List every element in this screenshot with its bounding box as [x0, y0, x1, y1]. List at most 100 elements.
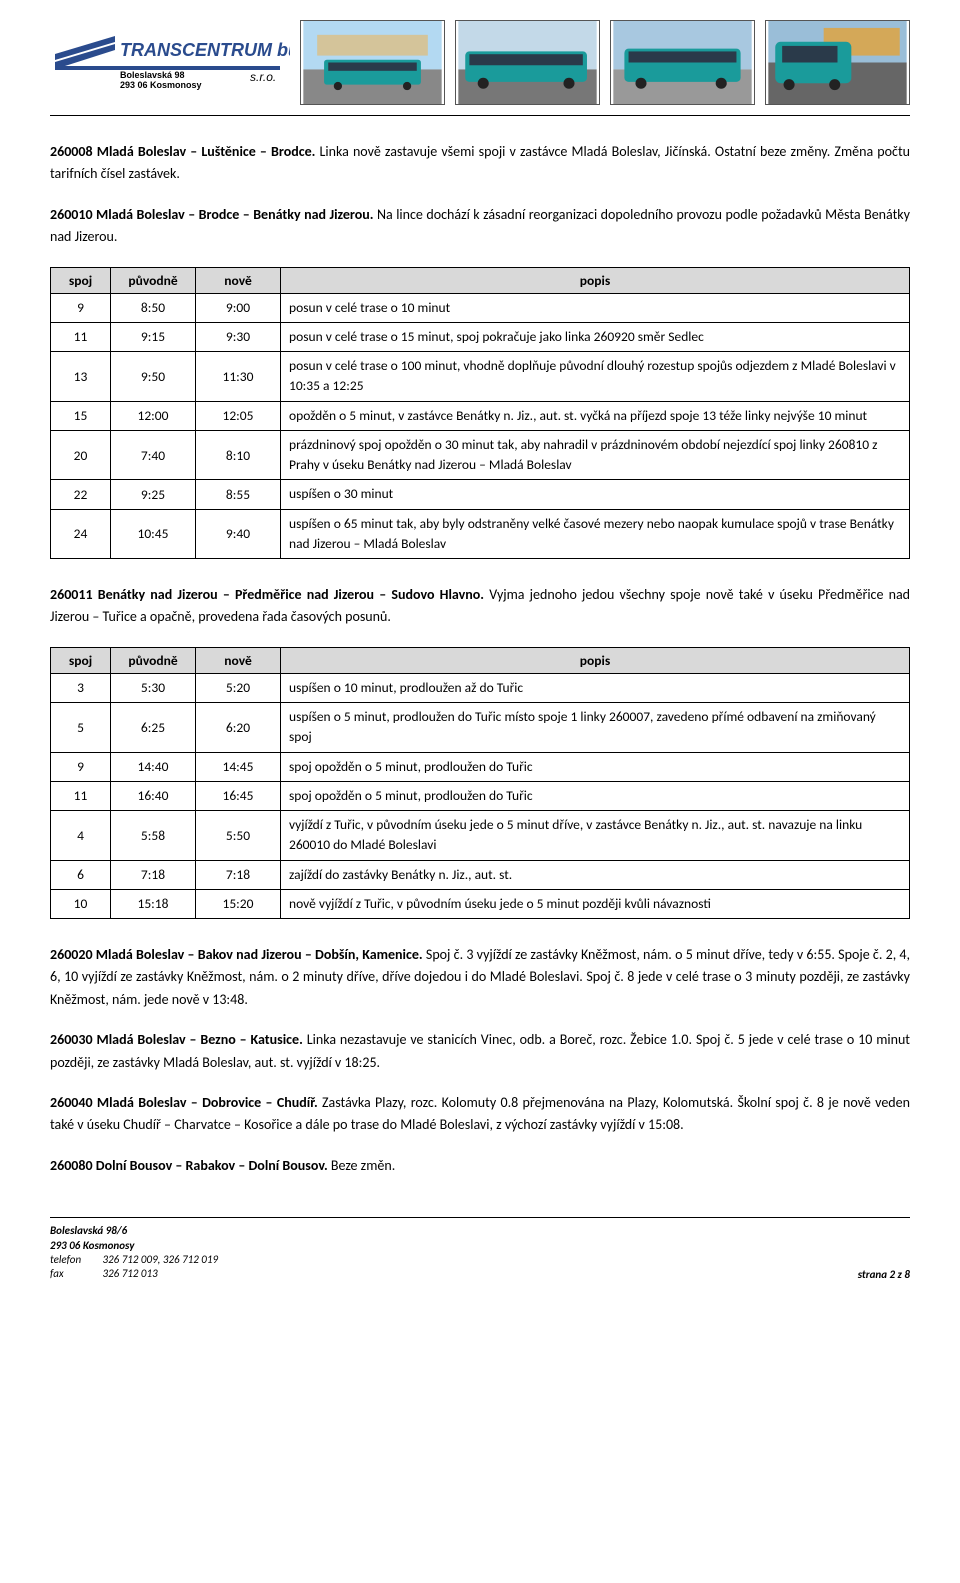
- footer-addr1: Boleslavská 98/6: [50, 1224, 218, 1238]
- cell-n: 15:20: [196, 889, 281, 918]
- table-row: 139:5011:30posun v celé trase o 100 minu…: [51, 352, 910, 402]
- cell-popis: uspíšen o 5 minut, prodloužen do Tuřic m…: [281, 703, 910, 753]
- cell-popis: posun v celé trase o 10 minut: [281, 293, 910, 322]
- th-spoj: spoj: [51, 267, 111, 293]
- company-logo: TRANSCENTRUM bus s.r.o. Boleslavská 98 2…: [50, 26, 290, 100]
- section-260008: 260008 Mladá Boleslav – Luštěnice – Brod…: [50, 141, 910, 186]
- th-puvodne: původně: [111, 647, 196, 673]
- bus-photo-4: [765, 20, 910, 105]
- cell-p: 16:40: [111, 781, 196, 810]
- cell-p: 9:25: [111, 480, 196, 509]
- cell-popis: spoj opožděn o 5 minut, prodloužen do Tu…: [281, 781, 910, 810]
- footer-fax-label: fax: [50, 1267, 100, 1281]
- section-label: 260080 Dolní Bousov – Rabakov – Dolní Bo…: [50, 1157, 328, 1174]
- section-label: 260010 Mladá Boleslav – Brodce – Benátky…: [50, 206, 374, 223]
- table-row: 1116:4016:45spoj opožděn o 5 minut, prod…: [51, 781, 910, 810]
- cell-spoj: 9: [51, 293, 111, 322]
- page-footer: Boleslavská 98/6 293 06 Kosmonosy telefo…: [50, 1217, 910, 1281]
- table-row: 229:258:55uspíšen o 30 minut: [51, 480, 910, 509]
- footer-tel-label: telefon: [50, 1253, 100, 1267]
- cell-popis: nově vyjíždí z Tuřic, v původním úseku j…: [281, 889, 910, 918]
- th-popis: popis: [281, 267, 910, 293]
- cell-popis: uspíšen o 10 minut, prodloužen až do Tuř…: [281, 673, 910, 702]
- th-puvodne: původně: [111, 267, 196, 293]
- footer-addr2: 293 06 Kosmonosy: [50, 1239, 218, 1253]
- th-spoj: spoj: [51, 647, 111, 673]
- cell-spoj: 6: [51, 860, 111, 889]
- section-260080: 260080 Dolní Bousov – Rabakov – Dolní Bo…: [50, 1155, 910, 1177]
- page-header: TRANSCENTRUM bus s.r.o. Boleslavská 98 2…: [50, 20, 910, 116]
- cell-p: 7:40: [111, 430, 196, 480]
- cell-n: 8:10: [196, 430, 281, 480]
- cell-n: 5:50: [196, 811, 281, 861]
- cell-spoj: 4: [51, 811, 111, 861]
- cell-n: 11:30: [196, 352, 281, 402]
- cell-n: 5:20: [196, 673, 281, 702]
- cell-n: 9:00: [196, 293, 281, 322]
- table-row: 45:585:50vyjíždí z Tuřic, v původním úse…: [51, 811, 910, 861]
- cell-popis: posun v celé trase o 100 minut, vhodně d…: [281, 352, 910, 402]
- cell-p: 12:00: [111, 401, 196, 430]
- section-260030: 260030 Mladá Boleslav – Bezno – Katusice…: [50, 1029, 910, 1074]
- section-260020: 260020 Mladá Boleslav – Bakov nad Jizero…: [50, 944, 910, 1011]
- bus-photo-3: [610, 20, 755, 105]
- cell-p: 6:25: [111, 703, 196, 753]
- section-label: 260008 Mladá Boleslav – Luštěnice – Brod…: [50, 143, 315, 160]
- cell-popis: opožděn o 5 minut, v zastávce Benátky n.…: [281, 401, 910, 430]
- cell-spoj: 20: [51, 430, 111, 480]
- footer-page-number: strana 2 z 8: [858, 1268, 910, 1281]
- cell-popis: zajíždí do zastávky Benátky n. Jiz., aut…: [281, 860, 910, 889]
- footer-tel: 326 712 009, 326 712 019: [103, 1253, 219, 1266]
- cell-popis: prázdninový spoj opožděn o 30 minut tak,…: [281, 430, 910, 480]
- cell-p: 8:50: [111, 293, 196, 322]
- cell-spoj: 13: [51, 352, 111, 402]
- svg-text:Boleslavská 98: Boleslavská 98: [120, 70, 185, 80]
- svg-text:TRANSCENTRUM bus: TRANSCENTRUM bus: [120, 40, 290, 60]
- cell-n: 9:30: [196, 322, 281, 351]
- cell-spoj: 15: [51, 401, 111, 430]
- table-row: 67:187:18zajíždí do zastávky Benátky n. …: [51, 860, 910, 889]
- section-label: 260030 Mladá Boleslav – Bezno – Katusice…: [50, 1031, 303, 1048]
- cell-spoj: 3: [51, 673, 111, 702]
- footer-fax: 326 712 013: [103, 1267, 158, 1280]
- section-260011: 260011 Benátky nad Jizerou – Předměřice …: [50, 584, 910, 629]
- cell-n: 14:45: [196, 752, 281, 781]
- table-row: 56:256:20uspíšen o 5 minut, prodloužen d…: [51, 703, 910, 753]
- cell-n: 6:20: [196, 703, 281, 753]
- cell-popis: vyjíždí z Tuřic, v původním úseku jede o…: [281, 811, 910, 861]
- cell-n: 8:55: [196, 480, 281, 509]
- cell-spoj: 22: [51, 480, 111, 509]
- svg-text:293 06 Kosmonosy: 293 06 Kosmonosy: [120, 80, 202, 90]
- cell-spoj: 9: [51, 752, 111, 781]
- cell-popis: uspíšen o 30 minut: [281, 480, 910, 509]
- cell-popis: posun v celé trase o 15 minut, spoj pokr…: [281, 322, 910, 351]
- cell-spoj: 11: [51, 322, 111, 351]
- section-260010: 260010 Mladá Boleslav – Brodce – Benátky…: [50, 204, 910, 249]
- cell-spoj: 24: [51, 509, 111, 559]
- table-260010: spoj původně nově popis 98:509:00posun v…: [50, 267, 910, 560]
- cell-p: 9:50: [111, 352, 196, 402]
- cell-n: 12:05: [196, 401, 281, 430]
- cell-n: 7:18: [196, 860, 281, 889]
- cell-popis: uspíšen o 65 minut tak, aby byly odstran…: [281, 509, 910, 559]
- table-row: 98:509:00posun v celé trase o 10 minut: [51, 293, 910, 322]
- table-260011: spoj původně nově popis 35:305:20uspíšen…: [50, 647, 910, 919]
- th-nove: nově: [196, 647, 281, 673]
- table-row: 119:159:30posun v celé trase o 15 minut,…: [51, 322, 910, 351]
- table-row: 207:408:10prázdninový spoj opožděn o 30 …: [51, 430, 910, 480]
- cell-p: 10:45: [111, 509, 196, 559]
- cell-p: 9:15: [111, 322, 196, 351]
- footer-contact: Boleslavská 98/6 293 06 Kosmonosy telefo…: [50, 1224, 218, 1281]
- bus-photo-2: [455, 20, 600, 105]
- section-label: 260020 Mladá Boleslav – Bakov nad Jizero…: [50, 946, 423, 963]
- table-row: 1015:1815:20nově vyjíždí z Tuřic, v půvo…: [51, 889, 910, 918]
- cell-p: 5:58: [111, 811, 196, 861]
- cell-p: 15:18: [111, 889, 196, 918]
- cell-n: 16:45: [196, 781, 281, 810]
- table-row: 1512:0012:05opožděn o 5 minut, v zastávc…: [51, 401, 910, 430]
- table-row: 2410:459:40uspíšen o 65 minut tak, aby b…: [51, 509, 910, 559]
- photo-strip: [300, 20, 910, 105]
- svg-text:s.r.o.: s.r.o.: [250, 70, 276, 84]
- table-row: 914:4014:45spoj opožděn o 5 minut, prodl…: [51, 752, 910, 781]
- cell-spoj: 5: [51, 703, 111, 753]
